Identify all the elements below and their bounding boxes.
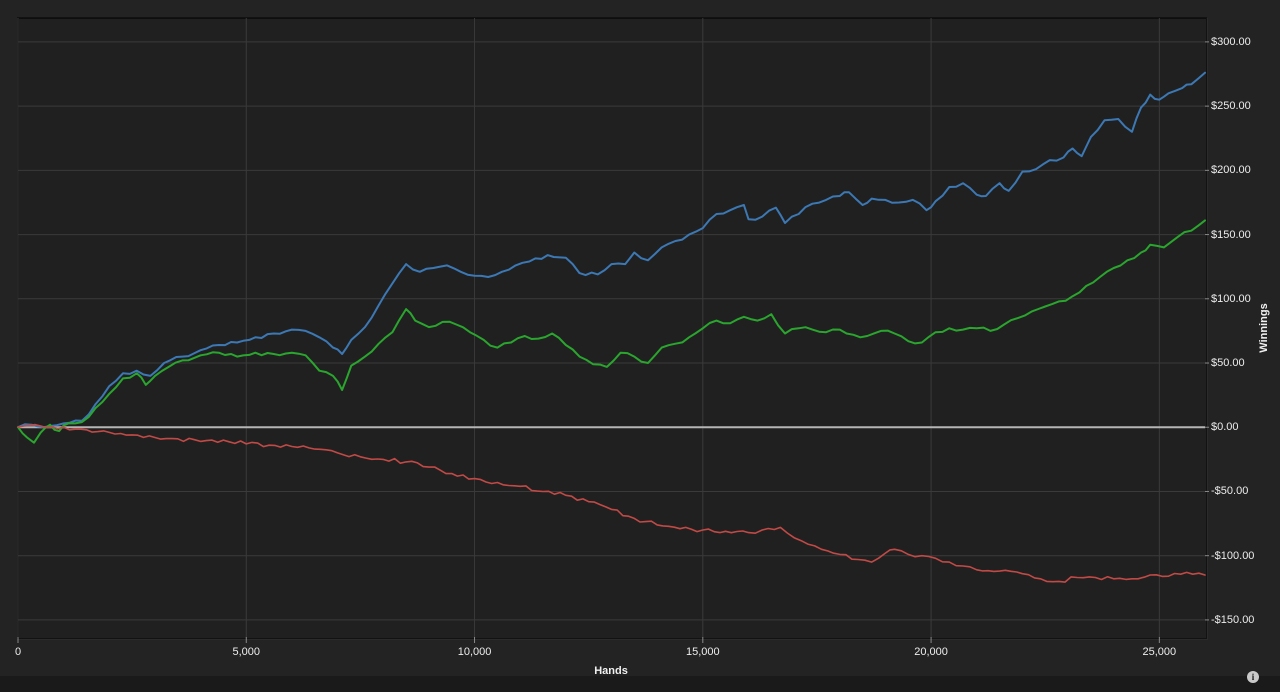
blue-winnings-line <box>17 71 1206 429</box>
x-tick-label: 15,000 <box>685 646 720 658</box>
y-tick-label: $200.00 <box>1211 164 1251 177</box>
y-tick-label: $100.00 <box>1211 292 1251 305</box>
y-tick-label: $150.00 <box>1211 228 1251 241</box>
red-winnings-line <box>17 423 1206 583</box>
x-tick-label: 5,000 <box>232 646 261 658</box>
y-tick-label: $300.00 <box>1211 35 1251 48</box>
x-axis-title: Hands <box>594 665 628 677</box>
green-winnings-line <box>17 219 1206 444</box>
plot-area <box>17 17 1207 639</box>
x-tick-label: 25,000 <box>1142 646 1177 658</box>
x-tick-label: 0 <box>14 646 22 658</box>
y-tick-label: -$150.00 <box>1211 613 1255 626</box>
y-axis-title: Winnings <box>1258 303 1270 353</box>
x-tick-label: 10,000 <box>457 646 492 658</box>
y-tick-label: -$100.00 <box>1211 549 1255 562</box>
y-tick-label: $250.00 <box>1211 100 1251 113</box>
status-bar <box>0 676 1280 692</box>
x-tick-label: 20,000 <box>914 646 948 658</box>
y-tick-label: $50.00 <box>1211 357 1245 370</box>
y-tick-label: $0.00 <box>1211 421 1239 434</box>
y-tick-label: -$50.00 <box>1211 485 1249 498</box>
info-icon[interactable]: i <box>1247 671 1259 683</box>
